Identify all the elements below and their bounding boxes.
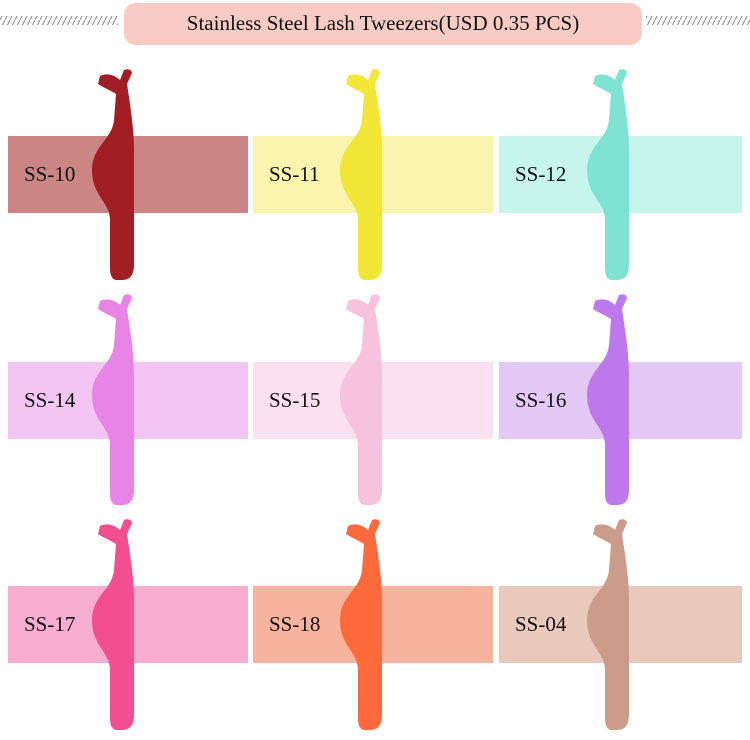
tweezer (92, 294, 134, 505)
item-label: SS-17 (24, 612, 75, 636)
item-label: SS-14 (24, 388, 76, 412)
title: Stainless Steel Lash Tweezers(USD 0.35 P… (187, 11, 579, 35)
item-label: SS-16 (515, 388, 566, 412)
hatch-left (0, 16, 118, 25)
tweezer (340, 519, 382, 730)
item-label: SS-11 (269, 162, 320, 186)
tweezer (340, 69, 382, 280)
tweezer (587, 294, 629, 505)
tweezer (587, 69, 629, 280)
item-label: SS-04 (515, 612, 567, 636)
tweezer (92, 519, 134, 730)
tweezer (587, 519, 629, 730)
item-label: SS-10 (24, 162, 75, 186)
title-pill (124, 3, 642, 45)
tweezer (340, 294, 382, 505)
item-label: SS-15 (269, 388, 320, 412)
hatch-right (646, 16, 750, 25)
item-label: SS-18 (269, 612, 320, 636)
item-label: SS-12 (515, 162, 566, 186)
tweezer (92, 69, 134, 280)
